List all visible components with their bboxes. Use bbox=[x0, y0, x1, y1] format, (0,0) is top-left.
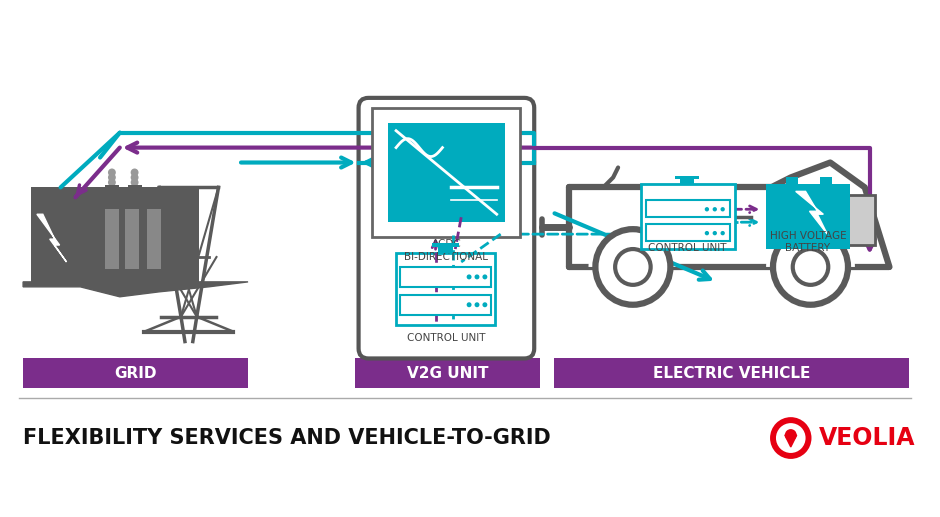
Circle shape bbox=[466, 275, 472, 279]
Circle shape bbox=[721, 207, 725, 211]
Circle shape bbox=[131, 169, 138, 176]
Wedge shape bbox=[766, 222, 854, 267]
Bar bbox=[821, 177, 832, 185]
Bar bbox=[675, 176, 699, 179]
Circle shape bbox=[475, 275, 479, 279]
Bar bbox=[148, 209, 162, 269]
Bar bbox=[431, 243, 460, 247]
Polygon shape bbox=[785, 435, 797, 447]
Circle shape bbox=[595, 229, 670, 305]
Bar bbox=[105, 209, 118, 269]
Bar bbox=[354, 358, 540, 388]
Text: GRID: GRID bbox=[115, 366, 157, 381]
Text: CONTROL UNIT: CONTROL UNIT bbox=[407, 332, 486, 343]
Circle shape bbox=[615, 249, 650, 285]
Wedge shape bbox=[588, 222, 678, 267]
Polygon shape bbox=[795, 191, 827, 234]
Bar bbox=[681, 179, 694, 185]
Text: CONTROL UNIT: CONTROL UNIT bbox=[649, 243, 727, 253]
Bar bbox=[388, 123, 505, 222]
Bar bbox=[646, 224, 729, 241]
FancyBboxPatch shape bbox=[358, 98, 534, 358]
Circle shape bbox=[770, 417, 811, 459]
Bar bbox=[400, 267, 491, 287]
Text: FLEXIBILITY SERVICES AND VEHICLE-TO-GRID: FLEXIBILITY SERVICES AND VEHICLE-TO-GRID bbox=[24, 428, 551, 448]
Circle shape bbox=[705, 231, 709, 235]
Circle shape bbox=[482, 275, 487, 279]
Circle shape bbox=[776, 423, 806, 453]
Circle shape bbox=[705, 207, 709, 211]
Bar bbox=[24, 358, 248, 388]
Text: ACDC
BI-DIRECTIONAL
INVERTER: ACDC BI-DIRECTIONAL INVERTER bbox=[404, 239, 489, 276]
Circle shape bbox=[773, 229, 848, 305]
Bar bbox=[372, 108, 521, 237]
Bar bbox=[105, 186, 118, 207]
Bar bbox=[641, 185, 734, 249]
Circle shape bbox=[131, 178, 138, 187]
Bar bbox=[437, 247, 453, 253]
Text: ELECTRIC VEHICLE: ELECTRIC VEHICLE bbox=[653, 366, 810, 381]
Circle shape bbox=[721, 231, 725, 235]
Circle shape bbox=[792, 249, 828, 285]
Polygon shape bbox=[37, 214, 67, 262]
Circle shape bbox=[108, 178, 116, 187]
Bar bbox=[786, 177, 798, 185]
Bar bbox=[31, 187, 95, 269]
Bar bbox=[554, 358, 909, 388]
Bar bbox=[830, 195, 874, 245]
Circle shape bbox=[713, 207, 717, 211]
Circle shape bbox=[131, 174, 138, 181]
Text: V2G UNIT: V2G UNIT bbox=[407, 366, 488, 381]
Circle shape bbox=[466, 302, 472, 307]
Bar bbox=[31, 187, 198, 282]
Bar bbox=[646, 200, 729, 217]
Bar bbox=[766, 185, 850, 249]
Circle shape bbox=[482, 302, 487, 307]
Bar bbox=[396, 253, 494, 325]
Text: VEOLIA: VEOLIA bbox=[819, 426, 915, 450]
Text: HIGH VOLTAGE
BATTERY: HIGH VOLTAGE BATTERY bbox=[770, 232, 846, 253]
Circle shape bbox=[108, 174, 116, 181]
Bar bbox=[125, 209, 138, 269]
Polygon shape bbox=[24, 282, 248, 297]
Circle shape bbox=[475, 302, 479, 307]
Circle shape bbox=[713, 231, 717, 235]
Bar bbox=[128, 186, 142, 207]
Circle shape bbox=[785, 429, 797, 441]
Circle shape bbox=[108, 169, 116, 176]
Bar bbox=[400, 295, 491, 315]
